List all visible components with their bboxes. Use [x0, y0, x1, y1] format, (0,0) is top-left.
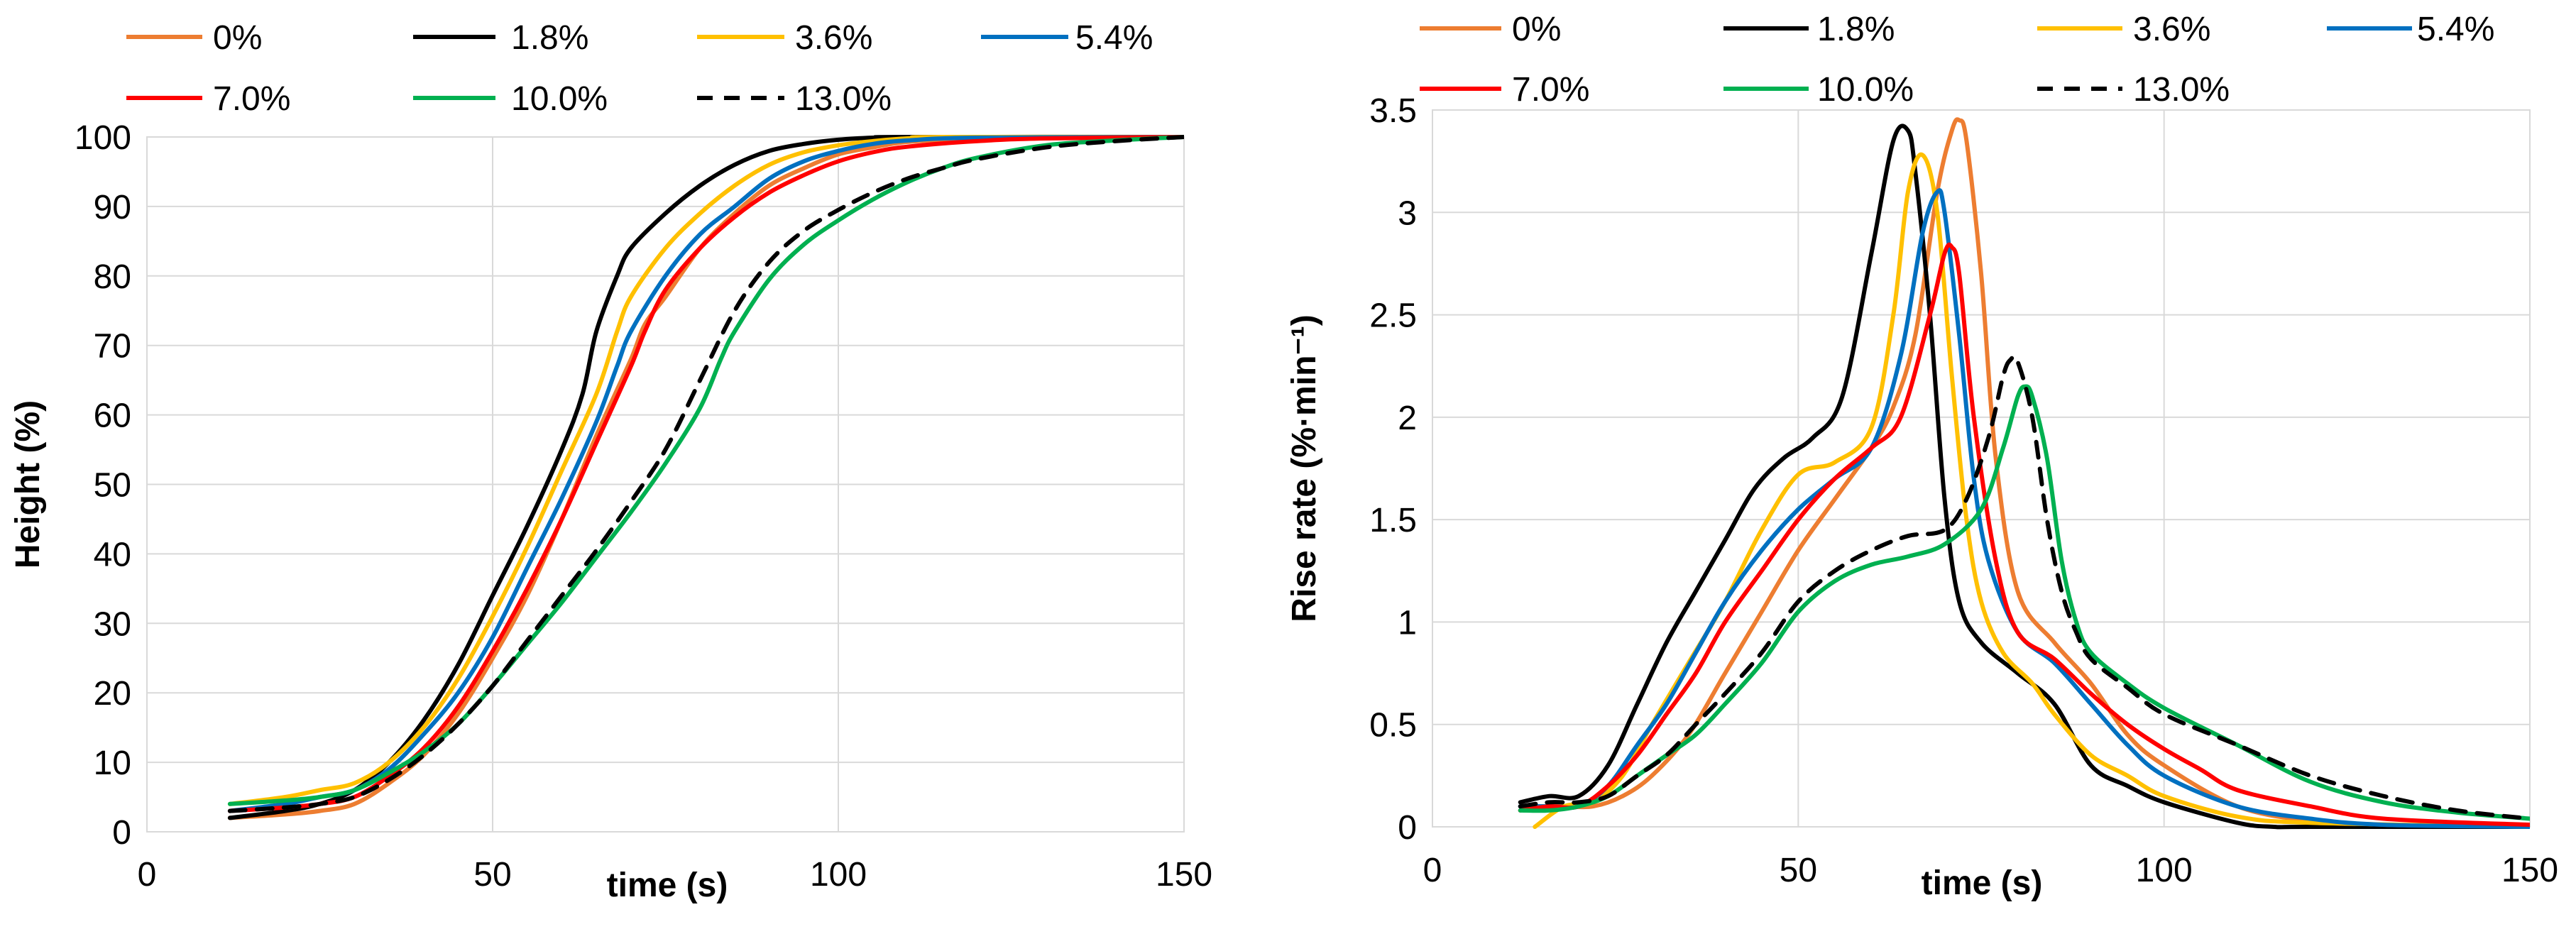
legend-label: 1.8%: [511, 19, 588, 57]
legend-label: 3.6%: [2133, 11, 2210, 48]
rise-rate-chart: 0 0.5 1 1.5 2 2.5 3 3.5 0 50 100 150 time (s) Rise ra…: [1286, 11, 2558, 902]
x-tick-label: 150: [1156, 856, 1212, 894]
y-tick-label: 30: [94, 605, 131, 643]
x-tick-label: 0: [138, 856, 157, 894]
series-line-13.0pct: [227, 135, 1184, 813]
series-line-5.4pct: [1518, 188, 2530, 829]
series-line-7.0pct: [1518, 242, 2530, 828]
y-tick-label: 60: [94, 397, 131, 435]
y-tick-label: 3: [1398, 194, 1417, 232]
series-line-3.6pct: [227, 134, 1184, 806]
height-chart: 0 10 20 30 40 50 60 70 80 90 100 0 50 100 150 time (s) H…: [9, 19, 1212, 904]
legend-label: 5.4%: [2417, 11, 2494, 48]
series-line-0pct: [1533, 117, 2530, 829]
y-tick-label: 90: [94, 189, 131, 226]
y-tick-label: 100: [75, 119, 131, 157]
legend-label: 3.6%: [795, 19, 872, 57]
x-tick-label: 100: [810, 856, 867, 894]
y-tick-label: 0: [1398, 809, 1417, 847]
y-tick-label: 70: [94, 328, 131, 366]
legend-label: 0%: [213, 19, 262, 57]
x-tick-label: 0: [1423, 852, 1442, 889]
y-axis-label: Height (%): [9, 400, 47, 568]
y-tick-label: 50: [94, 467, 131, 505]
x-axis-label: time (s): [607, 867, 728, 904]
legend-label: 10.0%: [1817, 71, 1914, 109]
legend-label: 5.4%: [1075, 19, 1153, 57]
series-line-13.0pct: [1518, 354, 2530, 821]
x-tick-label: 100: [2136, 852, 2193, 889]
y-tick-label: 40: [94, 536, 131, 573]
y-axis-label: Rise rate (%·min⁻¹): [1286, 314, 1323, 622]
y-tick-label: 2: [1398, 400, 1417, 437]
x-tick-label: 50: [473, 856, 511, 894]
legend-label: 7.0%: [213, 80, 290, 118]
y-tick-label: 0: [112, 814, 131, 852]
y-tick-label: 20: [94, 675, 131, 713]
y-tick-label: 10: [94, 745, 131, 782]
y-tick-label: 1.5: [1369, 502, 1417, 539]
legend-label: 13.0%: [795, 80, 892, 118]
plot-area: [1432, 109, 2531, 828]
legend-label: 13.0%: [2133, 71, 2230, 109]
legend-label: 7.0%: [1512, 71, 1589, 109]
series-line-7.0pct: [227, 135, 1184, 813]
x-axis-label: time (s): [1922, 864, 2043, 902]
series-line-1.8pct: [1518, 123, 2530, 830]
y-tick-label: 0.5: [1369, 707, 1417, 745]
legend-label: 0%: [1512, 11, 1561, 48]
legend-label: 10.0%: [511, 80, 608, 118]
y-tick-label: 80: [94, 258, 131, 296]
x-tick-label: 50: [1780, 852, 1817, 889]
y-tick-label: 1: [1398, 604, 1417, 642]
legend-label: 1.8%: [1817, 11, 1895, 48]
x-tick-label: 150: [2501, 852, 2558, 889]
y-tick-label: 3.5: [1369, 92, 1417, 130]
y-tick-label: 2.5: [1369, 297, 1417, 335]
series-line-5.4pct: [227, 135, 1184, 813]
plot-area: [146, 136, 1185, 833]
